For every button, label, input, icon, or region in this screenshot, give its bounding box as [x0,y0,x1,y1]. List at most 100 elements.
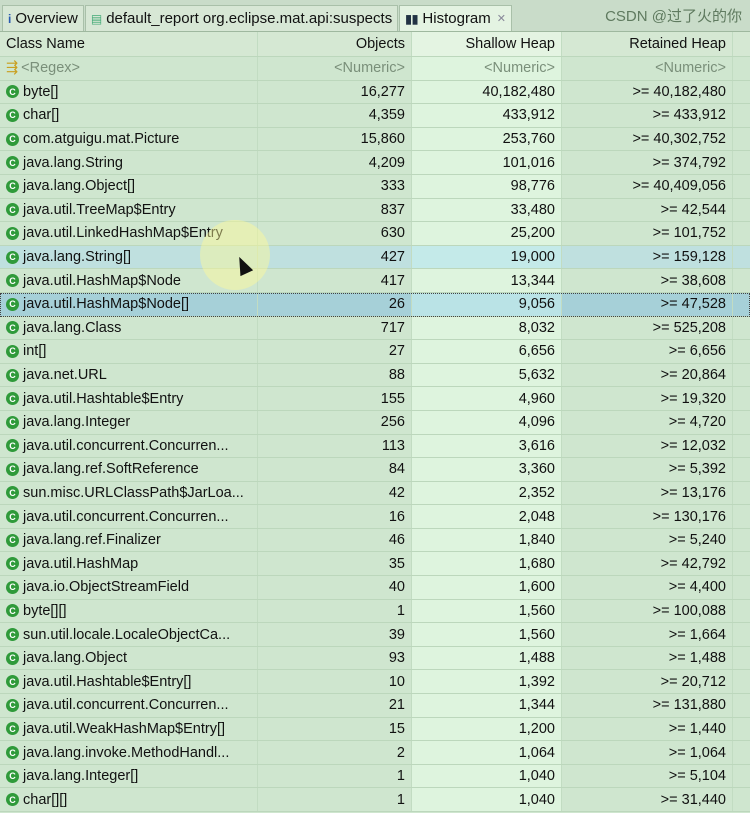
class-icon: C [6,604,19,618]
objects-cell: 27 [258,340,412,363]
column-filler [733,269,750,292]
retained-heap-cell: >= 1,488 [562,646,733,670]
shallow-heap-cell: 1,560 [412,599,562,623]
close-icon[interactable]: ✕ [496,13,506,25]
column-filler [733,435,750,458]
class-icon: C [6,250,19,264]
column-filler [733,576,750,599]
tab-histogram[interactable]: ▮▮ Histogram ✕ [399,5,512,31]
retained-heap-cell: >= 1,064 [562,741,733,764]
class-icon: C [6,486,19,500]
column-filler [733,694,750,717]
objects-cell: 40 [258,576,412,599]
class-icon: C [6,344,19,358]
objects-cell: 1 [258,764,412,788]
column-header-shallow-heap[interactable]: Shallow Heap [412,32,562,56]
shallow-heap-cell: 1,680 [412,552,562,576]
retained-heap-cell: >= 159,128 [562,245,733,269]
objects-cell: 2 [258,741,412,764]
tab-overview[interactable]: i Overview [2,5,84,31]
column-filler [733,623,750,646]
retained-heap-cell: >= 19,320 [562,387,733,410]
objects-cell: 42 [258,481,412,505]
column-filler [733,32,750,56]
objects-cell: 16 [258,505,412,528]
column-filler [733,529,750,552]
column-filler [733,246,750,269]
column-filler [733,128,750,151]
column-filler [733,175,750,198]
column-header-retained-heap[interactable]: Retained Heap [562,32,733,56]
column-header-objects[interactable]: Objects [258,32,412,56]
objects-filter-input[interactable]: <Numeric> [258,57,412,80]
shallow-heap-cell: 101,016 [412,151,562,174]
shallow-heap-cell: 19,000 [412,245,562,269]
cursor-highlight [200,220,270,290]
regex-filter-input[interactable]: ⇶ <Regex> [0,57,258,80]
shallow-heap-cell: 1,064 [412,741,562,764]
shallow-heap-cell: 13,344 [412,269,562,292]
retained-filter-input[interactable]: <Numeric> [562,57,733,80]
retained-heap-cell: >= 20,864 [562,363,733,387]
retained-heap-cell: >= 47,528 [562,292,733,316]
shallow-heap-cell: 6,656 [412,340,562,363]
objects-cell: 256 [258,410,412,434]
shallow-heap-cell: 4,960 [412,387,562,410]
class-icon: C [6,274,19,288]
shallow-filter-input[interactable]: <Numeric> [412,57,562,80]
class-icon: C [6,156,19,170]
column-filler [733,57,750,80]
column-header-class-name[interactable]: Class Name [0,32,258,56]
objects-cell: 113 [258,434,412,458]
tab-default-report[interactable]: ▤ default_report org.eclipse.mat.api:susp… [84,5,399,31]
objects-cell: 333 [258,174,412,198]
column-filler [733,317,750,340]
retained-heap-cell: >= 5,392 [562,458,733,481]
shallow-heap-cell: 1,840 [412,528,562,552]
column-filler [733,718,750,741]
watermark: CSDN @过了火的你 [605,8,742,25]
objects-cell: 16,277 [258,80,412,104]
objects-cell: 4,209 [258,151,412,174]
